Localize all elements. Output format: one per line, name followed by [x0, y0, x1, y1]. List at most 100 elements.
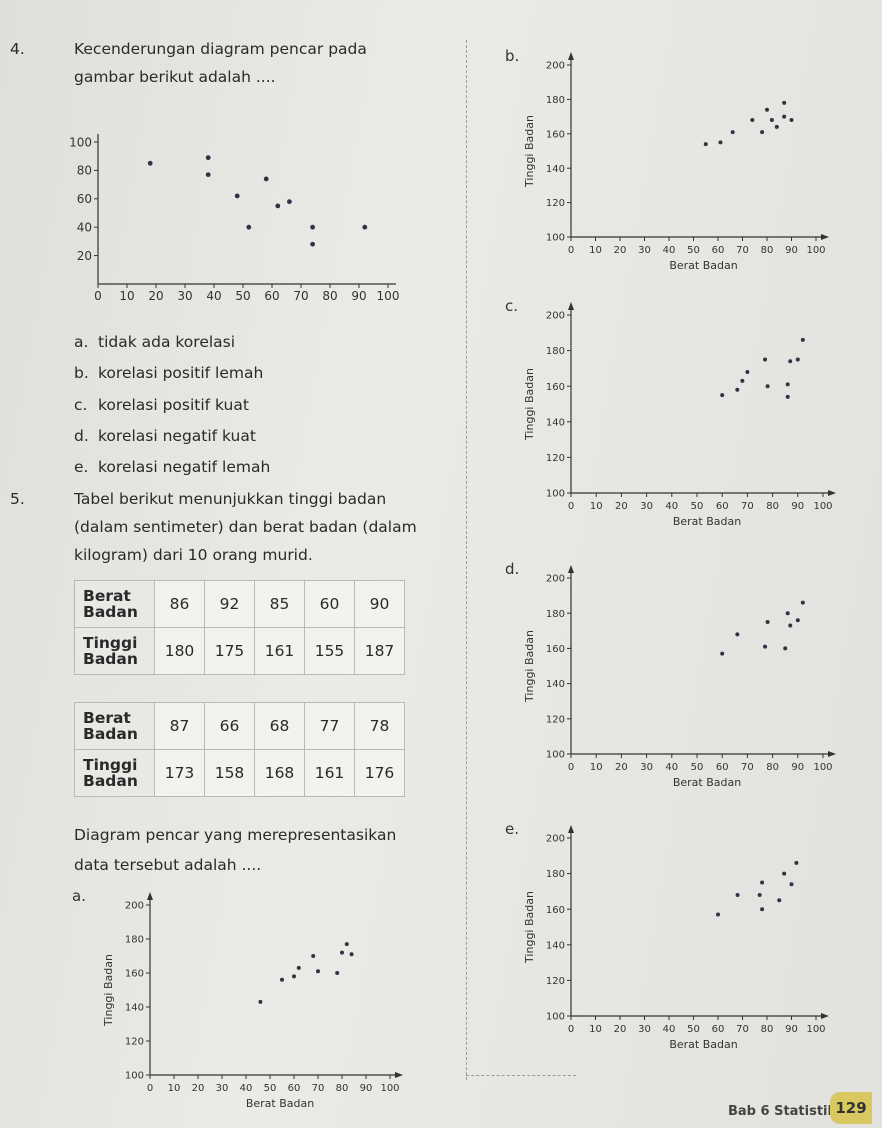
table-row: Tinggi Badan 180 175 161 155 187 [74, 627, 405, 675]
option-c-scatter-chart[interactable]: c. 0 10 20 30 40 50 60 70 80 90 100 100 120 140 160 180 2… [505, 295, 845, 540]
y-tick-label: 180 [546, 346, 565, 357]
data-point [310, 241, 315, 247]
x-tick-label: 60 [716, 501, 729, 512]
x-tick-label: 50 [691, 762, 704, 773]
table-cell: 86 [154, 580, 205, 628]
table-cell: 85 [254, 580, 305, 628]
data-point [735, 632, 740, 637]
q5-question-line1: Diagram pencar yang merepresentasikan [74, 826, 397, 844]
y-tick-label: 120 [125, 1037, 144, 1048]
table-cell: 187 [354, 627, 405, 675]
x-axis-label: Berat Badan [673, 776, 741, 789]
table-cell: 161 [254, 627, 305, 675]
y-tick-label: 40 [77, 221, 92, 235]
table-cell: 175 [204, 627, 255, 675]
q4-option-e-text[interactable]: korelasi negatif lemah [98, 458, 271, 476]
y-tick-label: 200 [125, 901, 144, 912]
data-point [763, 357, 768, 362]
x-tick-label: 30 [638, 245, 651, 256]
option-letter: b. [505, 47, 519, 65]
data-point [735, 892, 740, 897]
x-tick-label: 20 [614, 1024, 627, 1035]
row-header-line: Badan [83, 603, 138, 621]
data-point [234, 193, 240, 199]
q4-option-d-text[interactable]: korelasi negatif kuat [98, 427, 256, 445]
y-tick-label: 180 [546, 869, 565, 880]
option-b-scatter-chart[interactable]: b. 0 10 20 30 40 50 60 70 80 90 100 100 120 140 160 180 2… [505, 45, 835, 285]
q4-option-b-letter[interactable]: b. [74, 364, 89, 382]
x-tick-label: 30 [640, 762, 653, 773]
y-tick-label: 100 [546, 750, 565, 761]
y-tick-label: 100 [69, 135, 92, 149]
x-tick-label: 10 [589, 1024, 602, 1035]
x-tick-label: 20 [615, 501, 628, 512]
x-tick-label: 20 [148, 289, 163, 303]
q4-option-e-letter[interactable]: e. [74, 458, 89, 476]
data-point [296, 965, 301, 970]
q5-question-line2: data tersebut adalah .... [74, 856, 262, 874]
q5-text-line1: Tabel berikut menunjukkan tinggi badan [74, 490, 387, 508]
data-point [275, 203, 281, 209]
option-d-scatter-chart[interactable]: d. 0 10 20 30 40 50 60 70 80 90 100 100 120 140 160 180 2… [505, 558, 845, 800]
table-cell: 168 [254, 749, 305, 797]
x-tick-label: 0 [568, 1024, 574, 1035]
data-point [789, 118, 794, 123]
y-tick-label: 20 [77, 249, 92, 263]
q4-option-a-text[interactable]: tidak ada korelasi [98, 333, 236, 351]
data-point [782, 871, 787, 876]
q4-option-a-letter[interactable]: a. [74, 333, 89, 351]
data-point [287, 199, 292, 205]
table-cell: 161 [304, 749, 355, 797]
data-point [788, 359, 793, 364]
x-tick-label: 100 [813, 501, 832, 512]
data-point [783, 646, 788, 651]
x-tick-label: 0 [568, 501, 574, 512]
x-axis-label: Berat Badan [673, 515, 741, 528]
x-tick-label: 60 [288, 1083, 301, 1094]
data-point [716, 912, 720, 917]
data-point [147, 160, 153, 166]
x-tick-label: 100 [806, 1024, 825, 1035]
option-letter: d. [505, 560, 519, 578]
y-tick-label: 120 [546, 198, 565, 209]
y-tick-label: 180 [125, 935, 144, 946]
q4-option-c-letter[interactable]: c. [74, 396, 88, 414]
option-e-scatter-chart[interactable]: e. 0 10 20 30 40 50 60 70 80 90 100 100 120 140 160 180 2… [505, 818, 835, 1063]
y-tick-label: 140 [546, 940, 565, 951]
x-axis-label: Berat Badan [246, 1097, 314, 1110]
y-tick-label: 100 [125, 1071, 144, 1082]
data-point [760, 907, 765, 912]
x-tick-label: 40 [663, 245, 676, 256]
row-header-tinggi-badan: Tinggi Badan [74, 749, 155, 797]
x-tick-label: 20 [614, 245, 627, 256]
x-tick-label: 100 [806, 245, 825, 256]
y-tick-label: 160 [546, 382, 565, 393]
q4-option-d-letter[interactable]: d. [74, 427, 89, 445]
x-tick-label: 80 [761, 245, 774, 256]
x-tick-label: 30 [638, 1024, 651, 1035]
footer-chapter: Bab 6 Statistika [728, 1104, 845, 1119]
x-tick-label: 80 [761, 1024, 774, 1035]
x-tick-label: 40 [665, 762, 678, 773]
x-tick-label: 30 [216, 1083, 229, 1094]
q4-option-c-text[interactable]: korelasi positif kuat [98, 396, 249, 414]
option-letter: e. [505, 820, 519, 838]
y-axis-arrow [147, 892, 153, 900]
x-tick-label: 50 [235, 289, 250, 303]
row-header-line: Badan [83, 772, 138, 790]
y-tick-label: 140 [546, 679, 565, 690]
x-tick-label: 0 [147, 1083, 153, 1094]
x-tick-label: 100 [377, 289, 400, 303]
x-tick-label: 70 [736, 245, 749, 256]
data-point [703, 142, 708, 147]
data-point [344, 942, 349, 947]
option-a-scatter-chart[interactable]: a. 0 10 20 30 40 50 60 70 80 90 100 100 120 140 160 180 2… [72, 885, 432, 1123]
data-point [785, 394, 790, 399]
x-tick-label: 30 [640, 501, 653, 512]
y-tick-label: 180 [546, 609, 565, 620]
y-axis-label: Tinggi Badan [523, 891, 536, 964]
x-tick-label: 80 [336, 1083, 349, 1094]
data-point [800, 600, 805, 605]
q4-option-b-text[interactable]: korelasi positif lemah [98, 364, 264, 382]
data-point [800, 337, 805, 342]
